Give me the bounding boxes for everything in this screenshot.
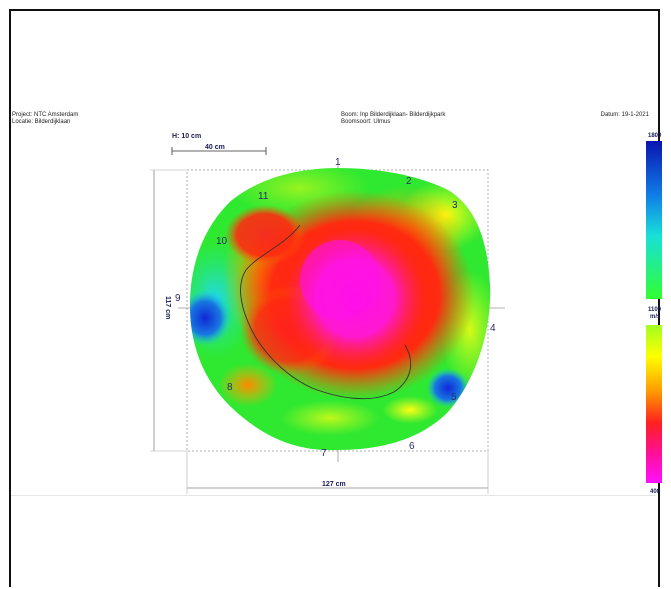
legend-unit: m/s xyxy=(650,314,661,320)
sensor-3-label: 3 xyxy=(452,200,458,211)
scale-label: 40 cm xyxy=(205,144,225,151)
decay-outline xyxy=(240,224,412,400)
bottom-divider xyxy=(11,495,656,496)
sensor-1-label: 1 xyxy=(335,157,341,168)
report-date: Datum: 19-1-2021 xyxy=(600,112,649,118)
sensor-7-label: 7 xyxy=(321,448,327,459)
tomogram-image xyxy=(190,168,491,451)
header-left: Project: NTC Amsterdam Locatie: Bilderdi… xyxy=(12,112,78,126)
width-label: 127 cm xyxy=(322,481,346,488)
legend-bar-high xyxy=(646,141,662,299)
sensor-6-label: 6 xyxy=(409,441,415,452)
header-middle: Boom: Inp Bilderdijklaan- Bilderdijkpark… xyxy=(341,112,445,126)
height-label: H: 10 cm xyxy=(172,133,201,140)
sensor-11-label: 11 xyxy=(258,191,269,202)
header-right: Datum: 19-1-2021 xyxy=(601,112,649,119)
legend-mid-label: 1100 xyxy=(648,307,662,313)
legend-max-label: 1800 xyxy=(648,133,662,139)
depth-label: 117 cm xyxy=(164,296,171,319)
sensor-2-label: 2 xyxy=(406,176,412,187)
tree-name: Boom: Inp Bilderdijklaan- Bilderdijkpark xyxy=(341,112,446,118)
sensor-8-label: 8 xyxy=(227,382,233,393)
legend-min-label: 400 xyxy=(650,489,661,495)
sensor-10-label: 10 xyxy=(216,236,228,247)
tree-species: Boomsoort: Ulmus xyxy=(341,119,391,125)
legend-bar-low xyxy=(646,325,662,483)
sensor-5-label: 5 xyxy=(451,392,457,403)
sensor-4-label: 4 xyxy=(490,323,496,334)
sensor-9-label: 9 xyxy=(175,293,181,304)
location-name: Locatie: Bilderdijklaan xyxy=(12,119,71,125)
project-name: Project: NTC Amsterdam xyxy=(12,112,79,118)
